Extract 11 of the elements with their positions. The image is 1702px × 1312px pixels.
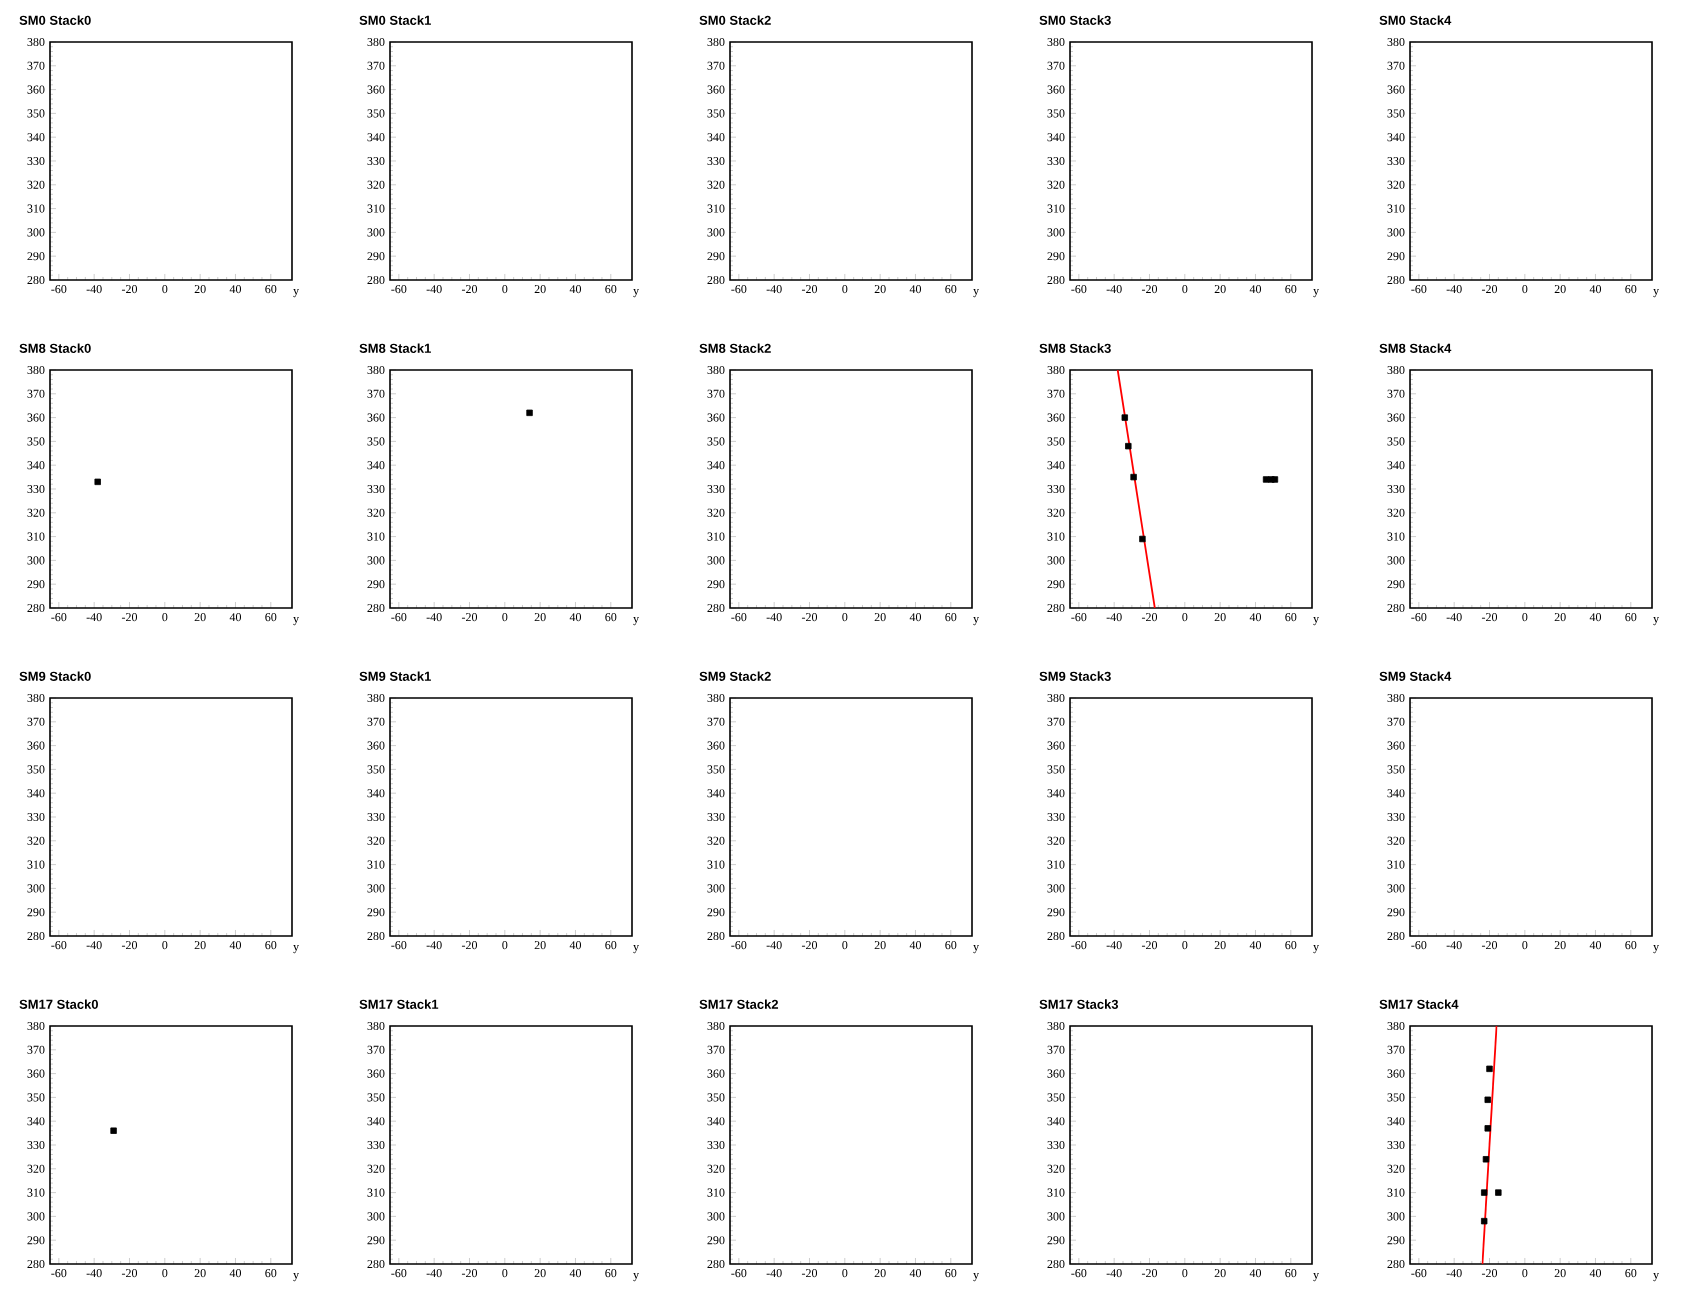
point [1495, 1189, 1502, 1196]
point [1130, 473, 1137, 481]
point [1121, 414, 1128, 421]
point [1482, 1156, 1490, 1163]
point [1139, 535, 1146, 543]
point [1484, 1096, 1491, 1103]
point [1486, 1065, 1493, 1073]
point [1481, 1217, 1488, 1225]
point [1484, 1125, 1491, 1132]
point [1481, 1189, 1488, 1196]
point [1125, 442, 1132, 450]
